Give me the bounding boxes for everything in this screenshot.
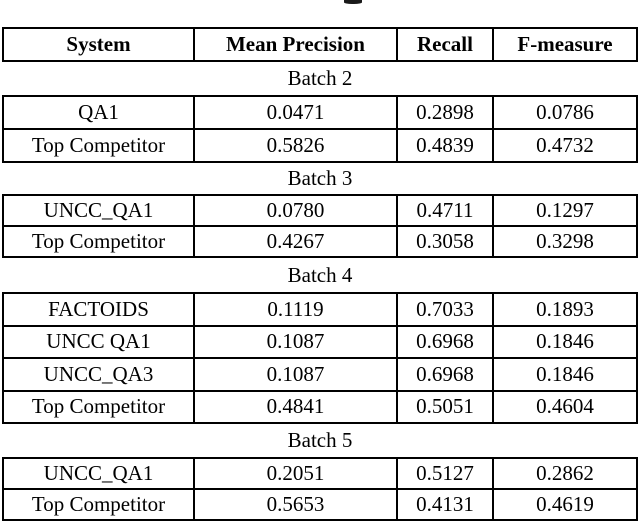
mean-precision-cell: 0.1087 — [195, 359, 398, 390]
system-name-cell: Top Competitor — [4, 130, 195, 161]
mean-precision-cell: 0.1119 — [195, 294, 398, 325]
mean-precision-cell: 0.1087 — [195, 326, 398, 357]
mean-precision-cell: 0.0471 — [195, 97, 398, 128]
recall-cell: 0.5127 — [398, 459, 494, 488]
table-row: FACTOIDS 0.1119 0.7033 0.1893 — [4, 294, 636, 327]
recall-cell: 0.2898 — [398, 97, 494, 128]
mean-precision-cell: 0.5653 — [195, 490, 398, 519]
f-measure-cell: 0.1846 — [536, 361, 594, 386]
batch-3-label: Batch 3 — [287, 166, 353, 190]
recall-cell: 0.4839 — [398, 130, 494, 161]
table-row: UNCC_QA1 0.0780 0.4711 0.1297 — [4, 196, 636, 227]
system-name-cell: Top Competitor — [4, 391, 195, 422]
f-measure-cell: 0.1893 — [536, 296, 594, 321]
table-row: Top Competitor 0.5653 0.4131 0.4619 — [4, 490, 636, 519]
table-row: Top Competitor 0.5826 0.4839 0.4732 — [4, 130, 636, 161]
cropped-caption-glyph-fragment — [344, 0, 362, 4]
header-row: System Mean Precision Recall F-measure — [4, 29, 636, 60]
system-name-cell: UNCC_QA1 — [4, 459, 195, 488]
system-name-cell: QA1 — [4, 97, 195, 128]
mean-precision-cell: 0.4267 — [195, 227, 398, 256]
system-name-cell: Top Competitor — [4, 490, 195, 519]
mean-precision-cell: 0.0780 — [195, 196, 398, 225]
f-measure-cell: 0.4732 — [536, 133, 594, 157]
system-name-cell: UNCC QA1 — [4, 326, 195, 357]
recall-cell: 0.4711 — [398, 196, 494, 225]
column-header-f-measure: F-measure — [517, 32, 613, 56]
f-measure-cell: 0.2862 — [536, 461, 594, 485]
table-row: Top Competitor 0.4841 0.5051 0.4604 — [4, 391, 636, 422]
recall-cell: 0.6968 — [398, 359, 494, 390]
column-header-recall: Recall — [398, 29, 494, 60]
table-row: UNCC QA1 0.1087 0.6968 0.1846 — [4, 326, 636, 359]
recall-cell: 0.7033 — [398, 294, 494, 325]
system-name-cell: UNCC_QA1 — [4, 196, 195, 225]
recall-cell: 0.4131 — [398, 490, 494, 519]
recall-cell: 0.3058 — [398, 227, 494, 256]
recall-cell: 0.5051 — [398, 391, 494, 422]
f-measure-cell: 0.1297 — [536, 198, 594, 222]
table-row: UNCC_QA3 0.1087 0.6968 0.1846 — [4, 359, 636, 392]
table-header-box: System Mean Precision Recall F-measure — [2, 27, 638, 62]
batch-5-label: Batch 5 — [287, 428, 353, 452]
recall-cell: 0.6968 — [398, 326, 494, 357]
column-header-system: System — [4, 29, 195, 60]
batch-2-table: QA1 0.0471 0.2898 0.0786 Top Competitor … — [2, 95, 638, 163]
system-name-cell: Top Competitor — [4, 227, 195, 256]
batch-4-label: Batch 4 — [287, 262, 353, 287]
table-row: UNCC_QA1 0.2051 0.5127 0.2862 — [4, 459, 636, 490]
f-measure-cell: 0.4619 — [536, 492, 594, 516]
batch-4-table: FACTOIDS 0.1119 0.7033 0.1893 UNCC QA1 0… — [2, 292, 638, 424]
batch-5-table: UNCC_QA1 0.2051 0.5127 0.2862 Top Compet… — [2, 457, 638, 521]
system-name-cell: UNCC_QA3 — [4, 359, 195, 390]
top-margin — [0, 0, 640, 27]
column-header-mean-precision: Mean Precision — [195, 29, 398, 60]
mean-precision-cell: 0.5826 — [195, 130, 398, 161]
f-measure-cell: 0.1846 — [536, 329, 594, 354]
table-row: Top Competitor 0.4267 0.3058 0.3298 — [4, 227, 636, 256]
f-measure-cell: 0.3298 — [536, 229, 594, 253]
batch-2-label: Batch 2 — [287, 66, 353, 90]
system-name-cell: FACTOIDS — [4, 294, 195, 325]
f-measure-cell: 0.0786 — [536, 100, 594, 124]
batch-3-table: UNCC_QA1 0.0780 0.4711 0.1297 Top Compet… — [2, 194, 638, 258]
f-measure-cell: 0.4604 — [536, 394, 594, 419]
mean-precision-cell: 0.2051 — [195, 459, 398, 488]
mean-precision-cell: 0.4841 — [195, 391, 398, 422]
table-row: QA1 0.0471 0.2898 0.0786 — [4, 97, 636, 130]
